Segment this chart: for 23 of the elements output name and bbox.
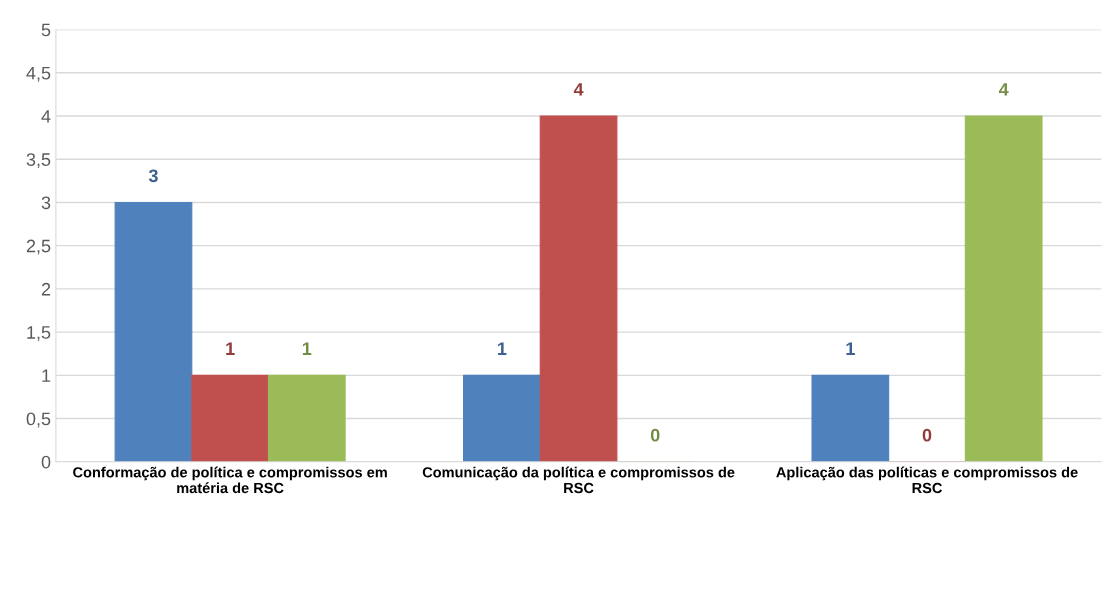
y-tick-label: 5 — [41, 23, 51, 37]
data-label: 4 — [998, 83, 1009, 96]
y-tick-label: 4 — [41, 110, 51, 123]
y-tick-label: 3 — [41, 196, 51, 210]
y-tick-label: 1,5 — [27, 326, 51, 341]
x-tick-label: Conformação de política e compromissos em matéria de RSC — [73, 466, 387, 494]
data-label: 1 — [846, 342, 855, 355]
y-tick-label: 2,5 — [26, 239, 51, 255]
y-tick-label: 4,5 — [26, 66, 51, 82]
data-label: 1 — [226, 342, 235, 355]
y-tick-label: 1 — [42, 369, 51, 382]
x-tick-label: Aplicação das políticas e compromissos de RSC — [776, 466, 1078, 494]
x-tick-label: Comunicação da política e compromissos de RSC — [422, 466, 735, 494]
y-tick-label: 3,5 — [26, 153, 51, 169]
y-tick-label: 0,5 — [26, 412, 51, 428]
data-label: 4 — [573, 83, 584, 96]
data-label: 1 — [498, 342, 507, 355]
y-tick-label: 2 — [41, 282, 51, 296]
y-tick-label: 0 — [41, 455, 51, 469]
data-label: 1 — [302, 342, 312, 355]
data-label: 3 — [148, 169, 158, 183]
data-label: 0 — [650, 428, 660, 442]
data-label: 0 — [922, 428, 932, 442]
